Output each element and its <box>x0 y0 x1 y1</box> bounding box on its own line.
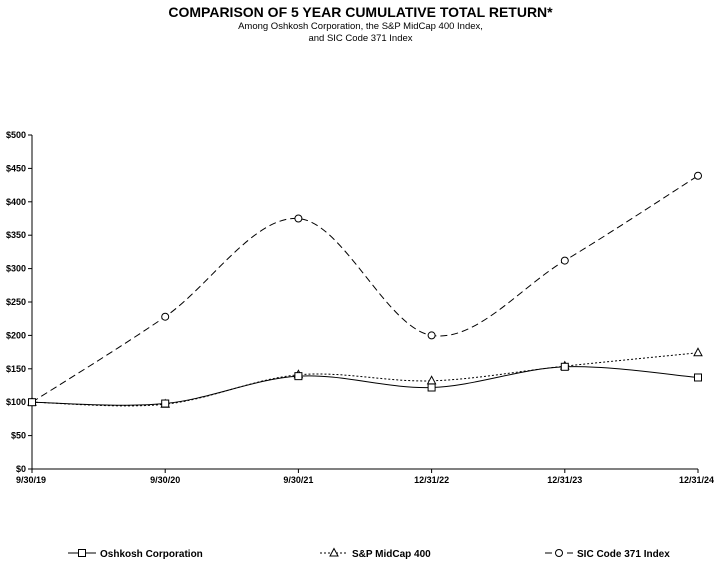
legend-marker <box>78 549 86 557</box>
data-point-marker <box>427 383 436 392</box>
legend-marker <box>329 547 339 557</box>
data-point-marker <box>560 362 569 371</box>
y-tick-label: $500 <box>6 130 26 140</box>
y-tick-label: $400 <box>6 197 26 207</box>
data-point-marker <box>161 399 170 408</box>
data-point-marker <box>427 331 436 340</box>
chart-title: COMPARISON OF 5 YEAR CUMULATIVE TOTAL RE… <box>168 4 553 20</box>
data-point-marker <box>294 372 303 381</box>
series-layer <box>27 171 703 408</box>
y-tick-label: $100 <box>6 397 26 407</box>
y-tick-label: $150 <box>6 364 26 374</box>
y-tick-label: $50 <box>11 431 26 441</box>
chart-subtitle-line-1: Among Oshkosh Corporation, the S&P MidCa… <box>238 21 483 32</box>
legend-label: SIC Code 371 Index <box>577 549 670 560</box>
legend-label: Oshkosh Corporation <box>100 549 203 560</box>
x-tick-label: 12/31/24 <box>679 475 714 485</box>
y-tick-label: $0 <box>16 464 26 474</box>
x-tick-label: 12/31/22 <box>414 475 449 485</box>
title-block: COMPARISON OF 5 YEAR CUMULATIVE TOTAL RE… <box>0 4 721 45</box>
data-point-marker <box>694 171 702 180</box>
y-tick-label: $450 <box>6 163 26 173</box>
data-point-marker <box>161 312 170 321</box>
x-tick-label: 12/31/23 <box>547 475 582 485</box>
series-line <box>31 175 699 403</box>
series-line <box>31 352 699 407</box>
y-tick-label: $250 <box>6 297 26 307</box>
chart-axes: $0 $50 $100 $150 $200 $250 $300 $350 $400 $450 $50… <box>6 130 714 485</box>
data-point-marker <box>28 398 36 407</box>
y-tick-label: $350 <box>6 230 26 240</box>
data-point-marker <box>694 373 702 382</box>
legend-label: S&P MidCap 400 <box>352 549 431 560</box>
series-line <box>31 366 699 406</box>
data-point-marker <box>560 256 569 265</box>
data-point-marker <box>294 214 303 223</box>
y-tick-label: $300 <box>6 264 26 274</box>
data-point-marker <box>426 375 437 385</box>
chart-legend: Oshkosh Corporation S&P MidCap 400 SIC Cod… <box>68 547 670 560</box>
data-point-marker <box>693 347 703 357</box>
x-tick-label: 9/30/21 <box>283 475 313 485</box>
x-tick-label: 9/30/19 <box>16 475 46 485</box>
legend-marker <box>555 549 563 557</box>
chart-subtitle-line-2: and SIC Code 371 Index <box>308 33 413 44</box>
y-tick-label: $200 <box>6 330 26 340</box>
x-tick-label: 9/30/20 <box>150 475 180 485</box>
